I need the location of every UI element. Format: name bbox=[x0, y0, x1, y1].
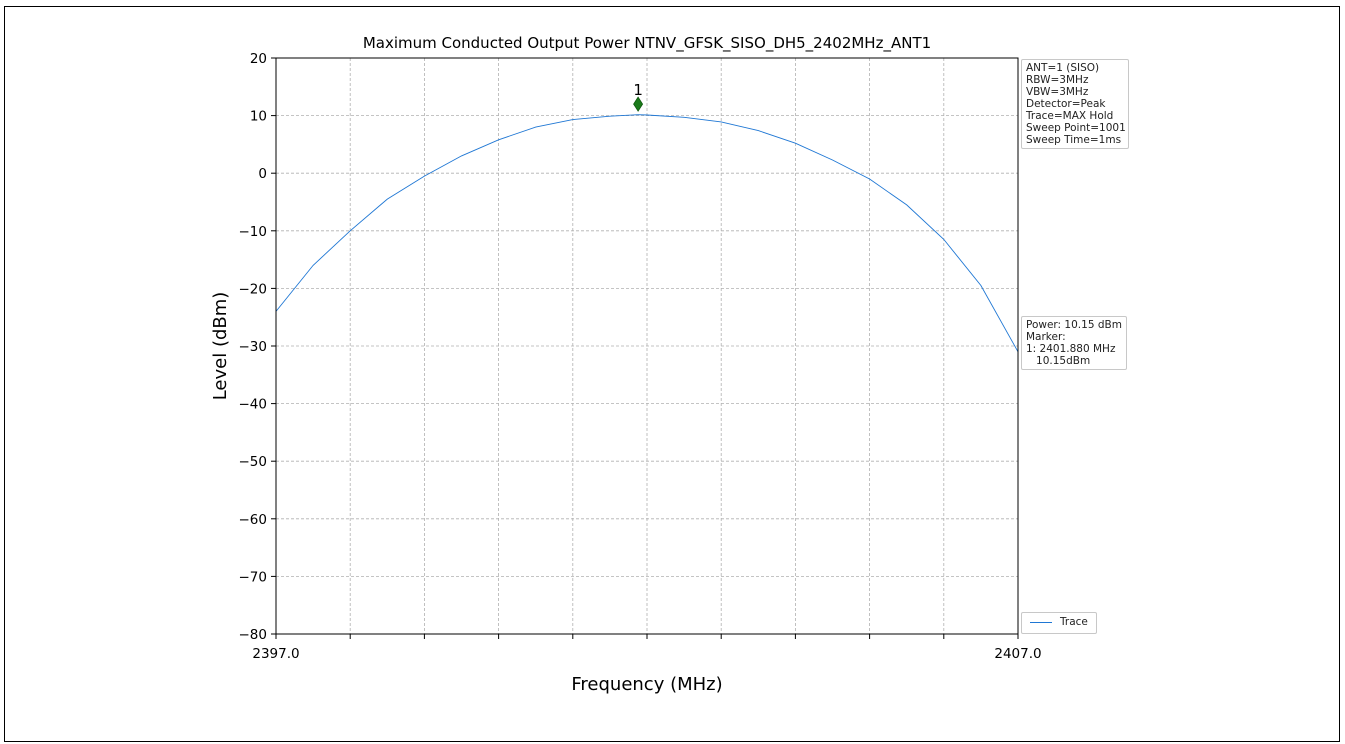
grid bbox=[276, 58, 1018, 634]
legend: Trace bbox=[1021, 612, 1097, 634]
y-tick-label: 10 bbox=[250, 109, 267, 125]
y-tick-label: 20 bbox=[250, 51, 267, 67]
marker-diamond bbox=[633, 96, 644, 112]
y-tick-label: −20 bbox=[239, 281, 268, 297]
settings-line: Trace=MAX Hold bbox=[1026, 110, 1114, 122]
y-tick-label: −40 bbox=[239, 397, 268, 413]
result-line: 10.15dBm bbox=[1026, 355, 1091, 367]
settings-line: ANT=1 (SISO) bbox=[1026, 62, 1100, 74]
chart-title: Maximum Conducted Output Power NTNV_GFSK… bbox=[363, 34, 931, 53]
axes: 20 10 0 −10 −20 −30 −40 −50 −60 −70 −80 2397.0 2407.… bbox=[239, 51, 1042, 662]
y-axis-label: Level (dBm) bbox=[210, 292, 231, 401]
marker-layer: 1 bbox=[633, 81, 644, 112]
settings-line: VBW=3MHz bbox=[1026, 86, 1089, 98]
y-tick-label: 0 bbox=[258, 166, 267, 182]
settings-line: Detector=Peak bbox=[1026, 98, 1106, 110]
settings-info-box: ANT=1 (SISO) RBW=3MHz VBW=3MHz Detector=Pea… bbox=[1021, 59, 1129, 149]
result-line: Power: 10.15 dBm bbox=[1026, 319, 1122, 331]
settings-line: Sweep Point=1001 bbox=[1026, 122, 1126, 134]
y-tick-label: −30 bbox=[239, 339, 268, 355]
y-tick-label: −60 bbox=[239, 512, 268, 528]
result-line: 1: 2401.880 MHz bbox=[1026, 343, 1116, 355]
x-tick-label: 2397.0 bbox=[252, 646, 299, 662]
x-tick-label: 2407.0 bbox=[994, 646, 1041, 662]
series-layer bbox=[275, 114, 1019, 353]
y-tick-label: −80 bbox=[239, 627, 268, 643]
y-tick-label: −10 bbox=[239, 224, 268, 240]
y-tick-label: −70 bbox=[239, 569, 268, 585]
series-line-trace bbox=[275, 114, 1019, 353]
result-line: Marker: bbox=[1026, 331, 1066, 343]
measurement-result-box: Power: 10.15 dBm Marker: 1: 2401.880 MHz 1… bbox=[1021, 316, 1127, 370]
settings-line: Sweep Time=1ms bbox=[1026, 134, 1122, 146]
y-tick-label: −50 bbox=[239, 454, 268, 470]
marker-label: 1 bbox=[633, 81, 643, 99]
legend-label-trace: Trace bbox=[1060, 616, 1088, 628]
legend-swatch-trace bbox=[1030, 622, 1052, 623]
x-axis-label: Frequency (MHz) bbox=[571, 674, 722, 695]
settings-line: RBW=3MHz bbox=[1026, 74, 1089, 86]
